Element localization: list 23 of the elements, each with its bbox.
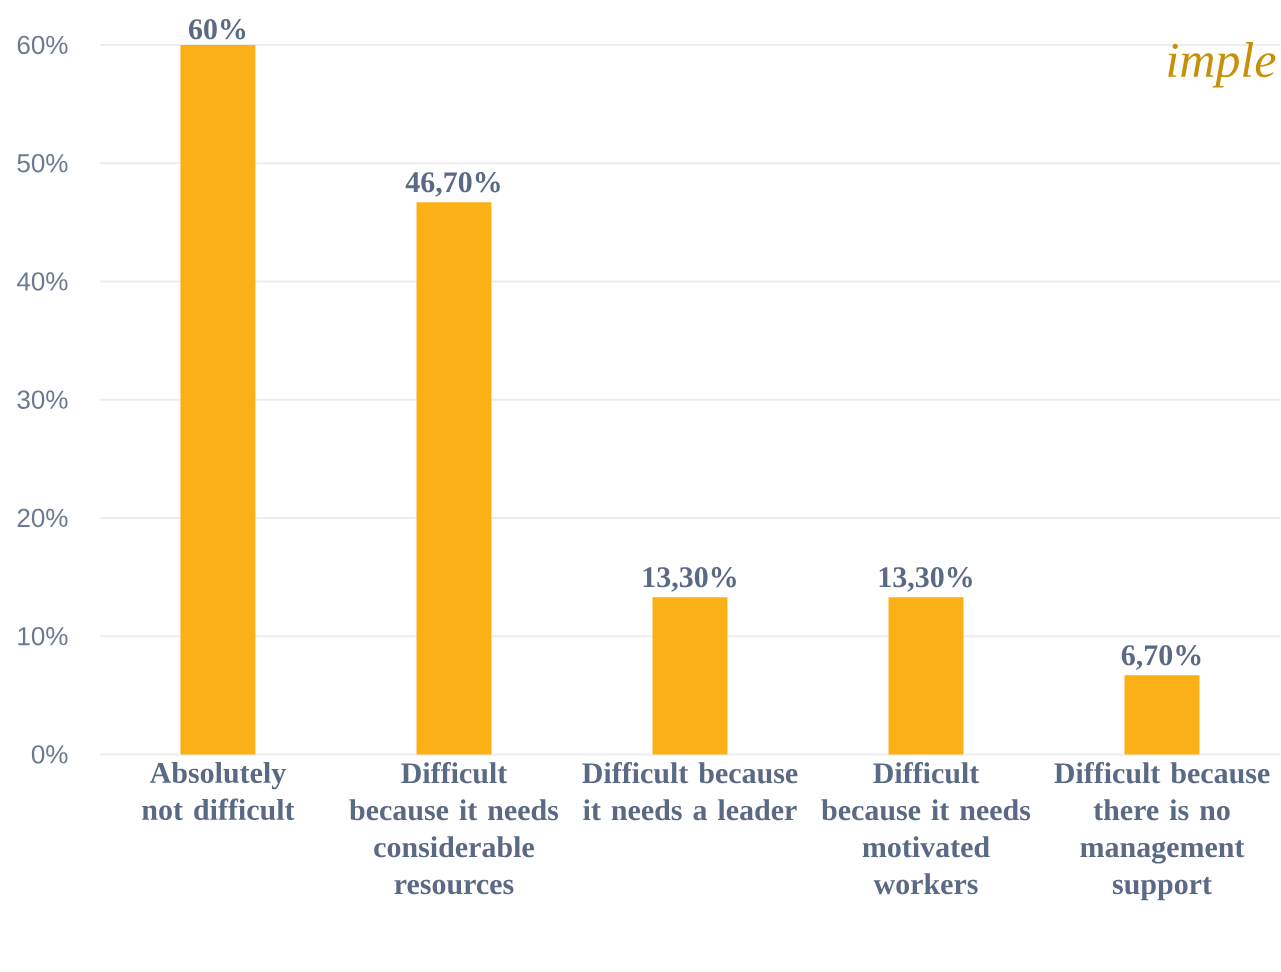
chart-title: imple <box>1168 41 1276 88</box>
bar <box>416 202 492 755</box>
y-tick-label: 60% <box>17 35 68 55</box>
y-tick-label: 10% <box>18 626 68 646</box>
y-tick-label: 40% <box>17 272 68 291</box>
data-label: 46,70% <box>405 172 500 197</box>
data-label: 60% <box>188 18 246 40</box>
bar <box>652 597 728 755</box>
bar <box>1124 675 1200 755</box>
y-tick-label: 0% <box>31 745 68 764</box>
data-label: 13,30% <box>643 566 736 592</box>
y-tick-label: 20% <box>17 508 68 528</box>
x-tick-label: Difficult because it needs motivated workers <box>821 761 1031 895</box>
data-label: 13,30% <box>879 566 972 592</box>
data-label: 6,70% <box>1121 644 1201 670</box>
bar <box>180 44 256 755</box>
y-tick-label: 50% <box>17 153 68 173</box>
x-tick-label: Difficult because it needs considerable resources <box>349 761 559 895</box>
bar <box>888 597 964 755</box>
y-tick-label: 30% <box>17 390 68 409</box>
x-tick-label: Difficult because it needs a leader <box>582 761 798 821</box>
x-tick-label: Absolutely not difficult <box>142 761 295 820</box>
x-tick-label: Difficult because there is no management support <box>1054 761 1270 901</box>
